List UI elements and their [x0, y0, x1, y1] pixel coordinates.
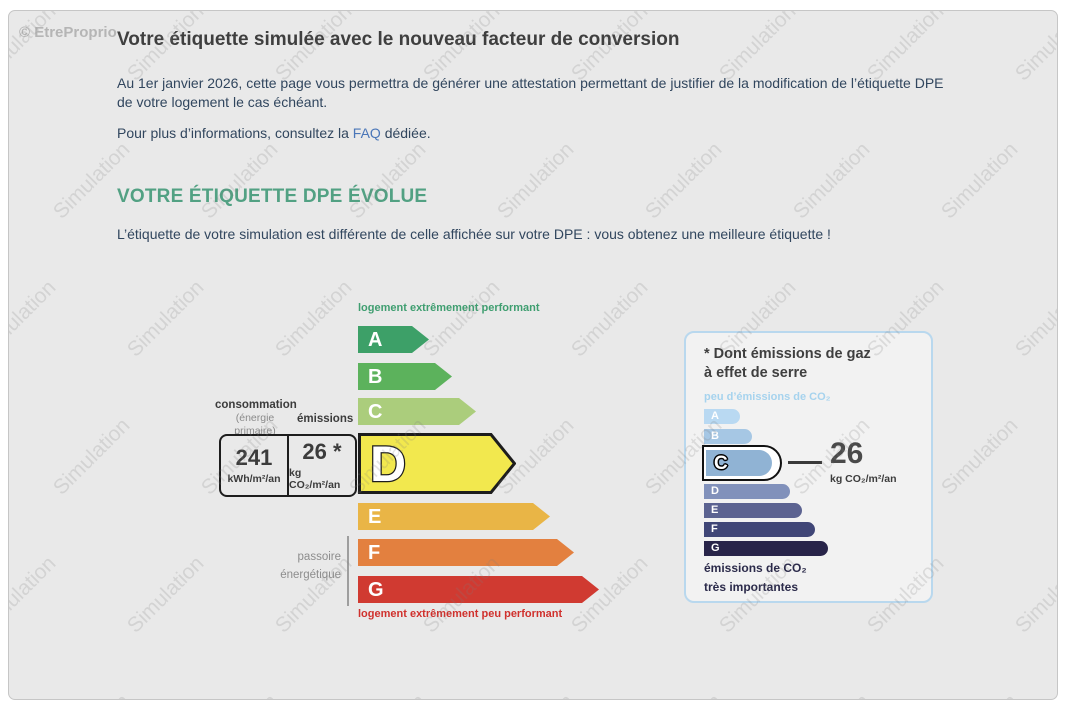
consumption-value: 241	[235, 444, 273, 470]
dpe-class-g-arrow: G	[358, 576, 599, 603]
emissions-label: émissions	[297, 413, 354, 425]
dpe-class-c-letter: C	[368, 400, 383, 423]
ges-class-g-bar: G	[704, 541, 828, 556]
ges-title-line2: à effet de serre	[704, 365, 808, 381]
ges-class-a-letter: A	[711, 410, 719, 422]
ges-class-b-bar: B	[704, 429, 752, 444]
dpe-class-e-arrow: E	[358, 503, 550, 530]
dpe-diagram: logement extrêmement performant consomma…	[211, 296, 971, 641]
section-subtitle: L’étiquette de votre simulation est diff…	[117, 226, 831, 242]
dpe-class-b-arrow: B	[358, 363, 452, 390]
ges-class-c-letter: C	[714, 452, 728, 474]
passoire-bracket-line	[347, 536, 349, 606]
ges-class-d-letter: D	[711, 485, 719, 497]
section-title: VOTRE ÉTIQUETTE DPE ÉVOLUE	[117, 186, 428, 207]
passoire-label-line2: énergétique	[280, 569, 341, 581]
ges-title-line1: * Dont émissions de gaz	[704, 346, 871, 362]
dpe-class-d-arrow-current: D	[358, 433, 517, 499]
ges-value-unit: kg CO₂/m²/an	[830, 473, 897, 485]
page-title: Votre étiquette simulée avec le nouveau …	[117, 29, 680, 50]
ges-class-d-bar: D	[704, 484, 790, 499]
dpe-class-g-letter: G	[368, 578, 384, 601]
ges-class-e-bar: E	[704, 503, 802, 518]
ges-class-c-bar-current: C	[702, 445, 782, 481]
ges-high-label-line2: très importantes	[704, 580, 799, 594]
consumption-label-main: consommation	[215, 399, 297, 411]
passoire-label-line1: passoire	[297, 551, 341, 563]
faq-text-before: Pour plus d’informations, consultez la	[117, 125, 353, 141]
emissions-value: 26 *	[302, 438, 342, 464]
ges-class-b-letter: B	[711, 430, 719, 442]
ges-high-label-line1: émissions de CO₂	[704, 561, 807, 575]
dpe-bottom-label: logement extrêmement peu performant	[358, 608, 563, 620]
dpe-class-e-letter: E	[368, 505, 382, 528]
consumption-unit: kWh/m²/an	[227, 472, 281, 485]
ges-current-bar-fill: C	[706, 450, 772, 476]
passoire-label: passoire énergétique	[245, 548, 341, 584]
faq-text-after: dédiée.	[380, 125, 431, 141]
ges-class-f-letter: F	[711, 523, 718, 535]
ges-pointer-line	[788, 461, 822, 464]
dpe-class-a-arrow: A	[358, 326, 429, 353]
simulation-card: Votre étiquette simulée avec le nouveau …	[8, 10, 1058, 700]
ges-value: 26	[830, 437, 864, 470]
intro-paragraph: Au 1er janvier 2026, cette page vous per…	[117, 75, 944, 110]
consumption-value-cell: 241 kWh/m²/an	[221, 436, 289, 495]
svg-text:D: D	[370, 436, 406, 492]
ges-class-a-bar: A	[704, 409, 740, 424]
dpe-class-a-letter: A	[368, 328, 383, 351]
dpe-top-label: logement extrêmement performant	[358, 302, 540, 314]
card-content: Votre étiquette simulée avec le nouveau …	[9, 11, 1057, 699]
ges-panel-title: * Dont émissions de gaz à effet de serre	[704, 345, 871, 383]
dpe-values-box: 241 kWh/m²/an 26 * kg CO₂/m²/an	[219, 434, 357, 497]
emissions-value-cell: 26 * kg CO₂/m²/an	[289, 436, 355, 495]
faq-paragraph: Pour plus d’informations, consultez la F…	[117, 125, 949, 141]
faq-link[interactable]: FAQ	[352, 125, 381, 141]
dpe-class-f-arrow: F	[358, 539, 574, 566]
ges-class-f-bar: F	[704, 522, 815, 537]
ges-high-emissions-label: émissions de CO₂ très importantes	[704, 559, 807, 597]
emissions-unit: kg CO₂/m²/an	[289, 466, 341, 491]
ges-class-e-letter: E	[711, 504, 719, 516]
dpe-class-c-arrow: C	[358, 398, 476, 425]
ges-panel: * Dont émissions de gaz à effet de serre…	[684, 331, 933, 603]
dpe-current-arrow-svg: D	[358, 433, 517, 494]
ges-low-emissions-label: peu d’émissions de CO₂	[704, 391, 831, 403]
dpe-class-f-letter: F	[368, 541, 381, 564]
consumption-label: consommation (énergie primaire)	[215, 399, 297, 438]
ges-class-g-letter: G	[711, 542, 720, 554]
dpe-class-b-letter: B	[368, 365, 383, 388]
